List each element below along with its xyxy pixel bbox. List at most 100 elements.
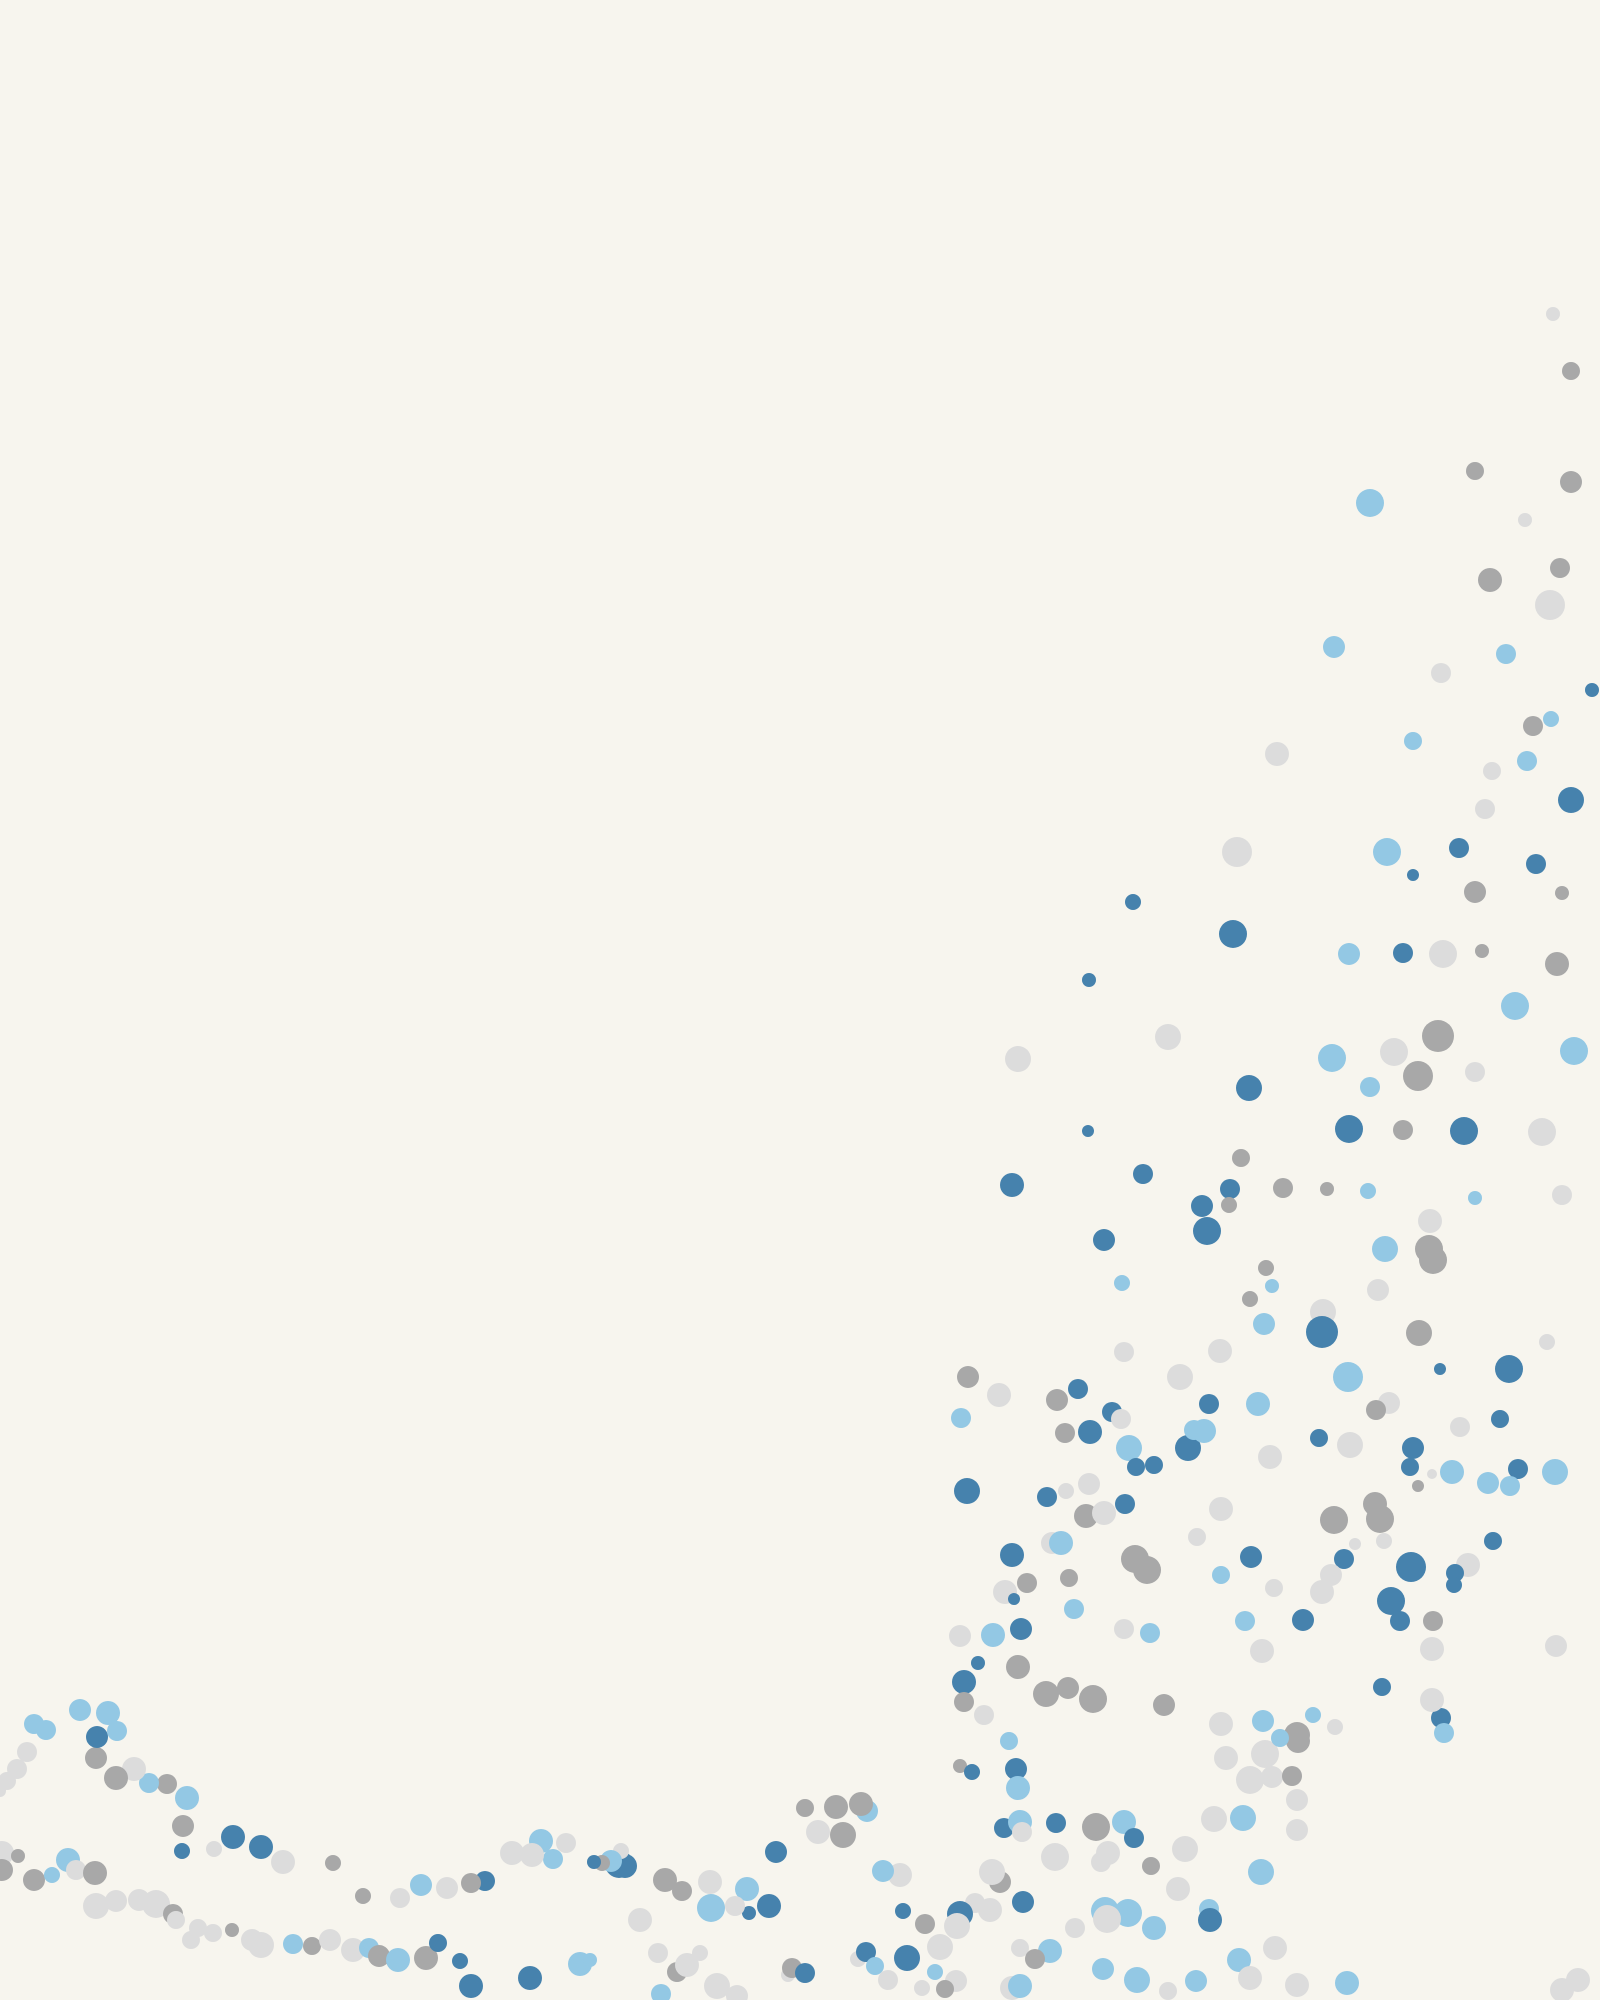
dot (964, 1764, 980, 1780)
dot (459, 1974, 483, 1998)
dot (944, 1913, 970, 1939)
dot (1227, 1948, 1251, 1972)
dot (303, 1937, 321, 1955)
dot (1253, 1313, 1275, 1335)
dot (0, 1772, 16, 1790)
dot (1446, 1577, 1462, 1593)
dot (1112, 1810, 1136, 1834)
dot (1320, 1182, 1334, 1196)
dot (520, 1843, 544, 1867)
dot (1528, 1118, 1556, 1146)
dot (1393, 1120, 1413, 1140)
dot (1246, 1392, 1270, 1416)
dot (1114, 1342, 1134, 1362)
dot (1360, 1077, 1380, 1097)
dot (142, 1890, 170, 1918)
dot (390, 1888, 410, 1908)
dot (500, 1841, 524, 1865)
dot (1188, 1528, 1206, 1546)
dot (543, 1849, 563, 1869)
dot (172, 1815, 194, 1837)
dot (1079, 1685, 1107, 1713)
dot (1153, 1694, 1175, 1716)
dot (1318, 1044, 1346, 1072)
dot (1092, 1958, 1114, 1980)
dot (1025, 1949, 1045, 1969)
dot (1440, 1460, 1464, 1484)
dot (85, 1747, 107, 1769)
dot (951, 1408, 971, 1428)
dot (1240, 1546, 1262, 1568)
dot (1401, 1458, 1419, 1476)
dot (1248, 1859, 1274, 1885)
dot (953, 1759, 967, 1773)
dot (1046, 1389, 1068, 1411)
dot (1265, 742, 1289, 766)
dot (914, 1980, 930, 1996)
dot (824, 1795, 848, 1819)
dot (765, 1841, 787, 1863)
dot (1198, 1908, 1222, 1932)
dot (1285, 1973, 1309, 1997)
dot (1404, 732, 1422, 750)
dot (1418, 1209, 1442, 1233)
dot (628, 1908, 652, 1932)
dot (1508, 1459, 1528, 1479)
dot (735, 1877, 759, 1901)
dot (878, 1970, 898, 1990)
dot (1393, 943, 1413, 963)
dot (1306, 1316, 1338, 1348)
dot (1373, 1678, 1391, 1696)
dot (1402, 1437, 1424, 1459)
dot (1434, 1723, 1454, 1743)
dot (1159, 1982, 1177, 2000)
dot (1558, 787, 1584, 813)
dot (1142, 1857, 1160, 1875)
dot (587, 1855, 601, 1869)
dot (583, 1953, 597, 1967)
dot (1517, 751, 1537, 771)
dot (1282, 1766, 1302, 1786)
dot (0, 1859, 13, 1881)
dot (1172, 1836, 1198, 1862)
dot (1199, 1394, 1219, 1414)
dot (556, 1833, 576, 1853)
dot (653, 1868, 677, 1892)
dot (436, 1877, 458, 1899)
dot (915, 1914, 935, 1934)
dot (949, 1625, 971, 1647)
dot (1124, 1967, 1150, 1993)
dot (1265, 1579, 1283, 1597)
dot (368, 1945, 390, 1967)
dot (1518, 513, 1532, 527)
dot (698, 1870, 722, 1894)
dot (1286, 1789, 1308, 1811)
dot (189, 1919, 207, 1937)
dot (461, 1873, 481, 1893)
dot (341, 1938, 365, 1962)
dot (1127, 1458, 1145, 1476)
dot (175, 1786, 199, 1810)
dot (1545, 952, 1569, 976)
dot (1167, 1364, 1193, 1390)
dot (1305, 1707, 1321, 1723)
dot (0, 1841, 14, 1865)
dot (23, 1869, 45, 1891)
dot (83, 1861, 107, 1885)
dot (429, 1934, 447, 1952)
dot (1082, 1125, 1094, 1137)
dot (1360, 1183, 1376, 1199)
dot (981, 1623, 1005, 1647)
dot (1376, 1533, 1392, 1549)
dot (1220, 1179, 1240, 1199)
dot (1396, 1552, 1426, 1582)
dot (697, 1894, 725, 1922)
dot (1116, 1435, 1142, 1461)
dot (1008, 1974, 1032, 1998)
dot (726, 1985, 748, 2000)
dot (1475, 799, 1495, 819)
dot (849, 1792, 873, 1816)
dot (704, 1973, 730, 1999)
